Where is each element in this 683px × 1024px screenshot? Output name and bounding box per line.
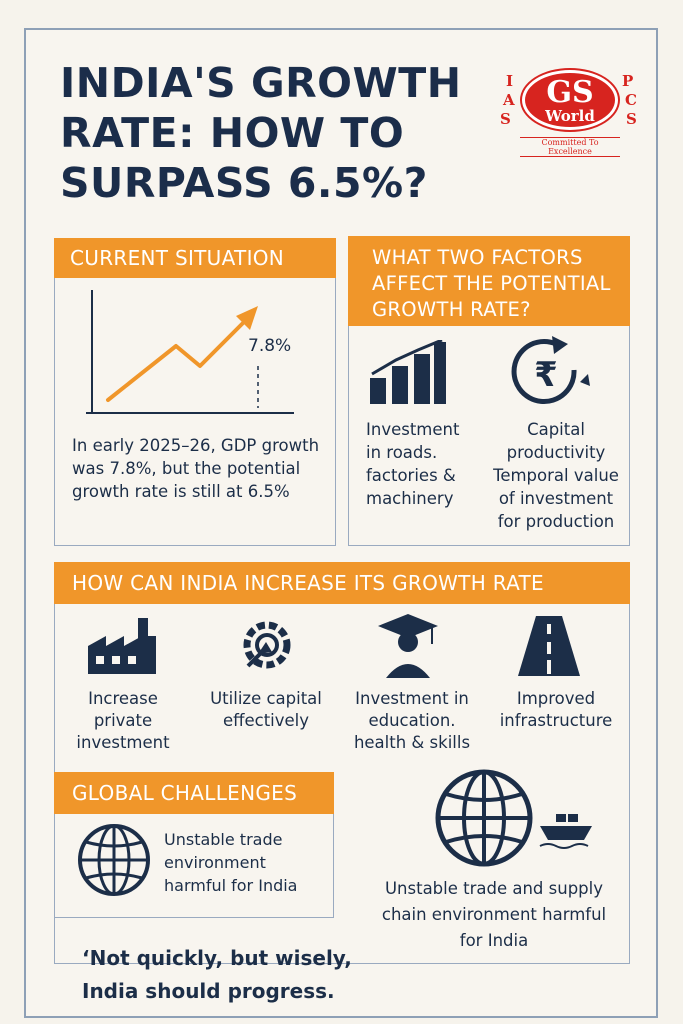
gs-world-logo: I A S P C S GS World Committed To Excell…: [500, 66, 640, 157]
globe-icon: [78, 824, 150, 896]
cargo-ship-icon: [539, 814, 592, 849]
factory-icon: [88, 618, 156, 674]
increase-text-private-investment: Increase private investment: [76, 689, 170, 752]
increase-text-capital: Utilize capital effectively: [210, 689, 322, 730]
current-situation-header: CURRENT SITUATION: [54, 238, 336, 278]
page-title: INDIA'S GROWTH RATE: HOW TO SURPASS 6.5%…: [60, 59, 462, 207]
global-challenges-text: Unstable trade environment harmful for I…: [164, 830, 298, 895]
logo-right-letters: P C S: [622, 72, 637, 128]
svg-text:₹: ₹: [534, 355, 558, 395]
bar-chart-icon: [370, 340, 446, 404]
logo-oval: GS World: [522, 70, 618, 130]
global-challenges-header: GLOBAL CHALLENGES: [54, 772, 334, 814]
logo-left-letters: I A S: [500, 72, 515, 128]
road-icon: [518, 616, 580, 676]
gear-arrow-icon: [243, 621, 291, 669]
factor-text-capital: Capital productivity Temporal value of i…: [493, 420, 619, 531]
current-situation-text: In early 2025–26, GDP growth was 7.8%, b…: [72, 436, 320, 501]
increase-text-education: Investment in education. health & skills: [353, 689, 471, 752]
factor-text-investment: Investment in roads. factories & machine…: [366, 420, 460, 508]
closing-quote: ‘Not quickly, but wisely, India should p…: [82, 946, 352, 1003]
current-situation-box: [54, 270, 336, 546]
factors-header: WHAT TWO FACTORS AFFECT THE POTENTIAL GR…: [348, 236, 630, 326]
increase-header: HOW CAN INDIA INCREASE ITS GROWTH RATE: [54, 562, 630, 604]
logo-tagline: Committed To Excellence: [520, 137, 620, 157]
large-globe-icon: [435, 769, 533, 867]
factors-box: [348, 318, 630, 546]
increase-text-infrastructure: Improved infrastructure: [499, 689, 613, 730]
rupee-cycle-icon: ₹: [511, 336, 590, 405]
chart-value-label: 7.8%: [248, 336, 292, 356]
graduate-icon: [378, 614, 438, 678]
global-right-text: Unstable trade and supply chain environm…: [381, 879, 607, 950]
growth-line-chart: [86, 290, 294, 414]
